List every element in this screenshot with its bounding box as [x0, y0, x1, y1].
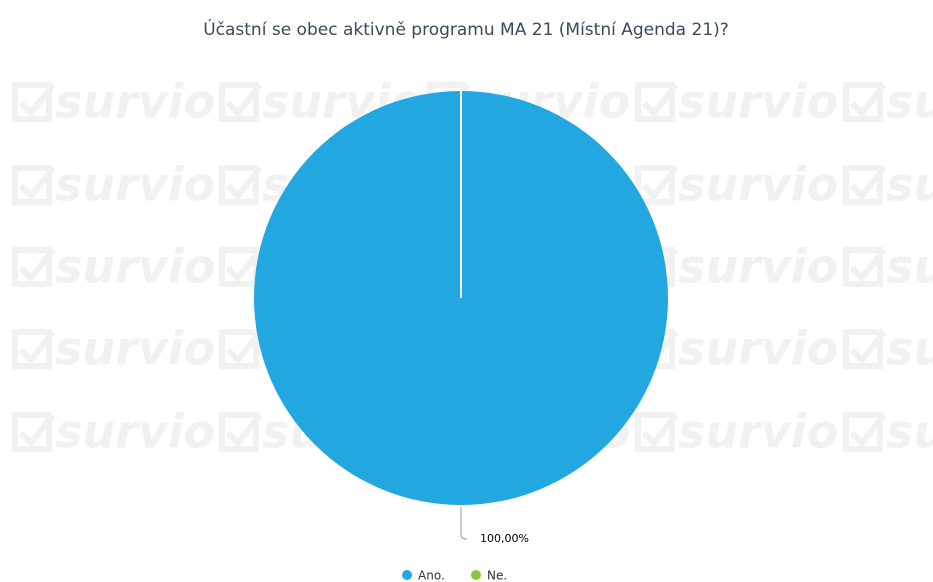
watermark-text: survio [55, 240, 215, 294]
watermark-icon [635, 82, 679, 122]
chart-title: Účastní se obec aktivně programu MA 21 (… [203, 18, 729, 40]
watermark-icon [843, 165, 887, 205]
watermark-icon [219, 412, 263, 452]
data-label: 100,00% [480, 532, 529, 545]
legend-label[interactable]: Ano. [418, 569, 445, 582]
watermark-text: survio [678, 405, 838, 459]
watermark-text: survio [678, 158, 838, 212]
watermark-icon [843, 329, 887, 369]
watermark-icon [219, 247, 263, 287]
watermark-icon [12, 247, 56, 287]
watermark-icon [12, 165, 56, 205]
watermark-icon [843, 412, 887, 452]
leader-line [460, 507, 468, 540]
legend-marker[interactable] [471, 570, 481, 580]
watermark-text: survio [55, 158, 215, 212]
watermark-text: survio [55, 322, 215, 376]
watermark-icon [219, 165, 263, 205]
watermark-text: survio [886, 405, 933, 459]
watermark-icon [12, 82, 56, 122]
legend-label[interactable]: Ne. [487, 569, 507, 582]
watermark-text: survio [55, 405, 215, 459]
watermark-icon [12, 329, 56, 369]
watermark-text: survio [678, 240, 838, 294]
watermark-icon [12, 412, 56, 452]
watermark-text: survio [886, 240, 933, 294]
legend-marker[interactable] [402, 570, 412, 580]
watermark-text: survio [886, 75, 933, 129]
watermark-icon [635, 165, 679, 205]
watermark-icon [219, 82, 263, 122]
watermark-icon [843, 82, 887, 122]
watermark-text: survio [886, 158, 933, 212]
watermark-text: survio [886, 322, 933, 376]
watermark-icon [843, 247, 887, 287]
watermark-icon [635, 412, 679, 452]
watermark-icon [219, 329, 263, 369]
watermark-text: survio [55, 75, 215, 129]
watermark-text: survio [678, 75, 838, 129]
watermark-text: survio [678, 322, 838, 376]
